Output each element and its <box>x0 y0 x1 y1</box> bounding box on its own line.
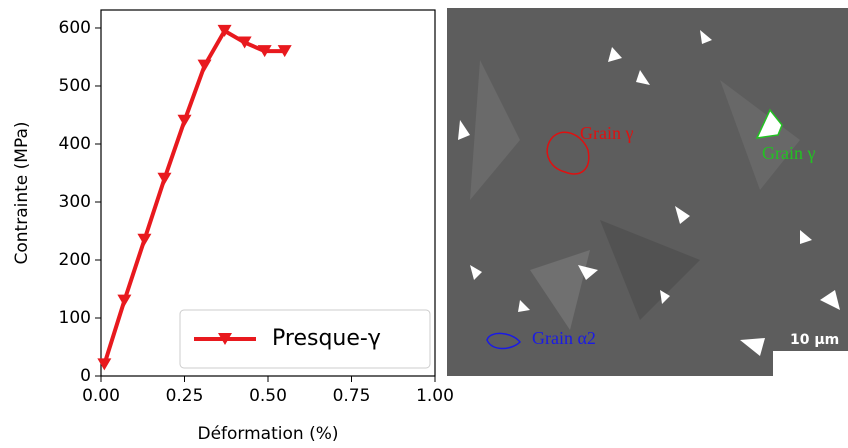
series-line <box>102 28 285 365</box>
plot-frame <box>100 9 436 377</box>
marker <box>257 45 272 58</box>
x-tick-label: 0.25 <box>166 386 204 406</box>
micrograph: Grain γ Grain γ Grain α2 10 μm <box>447 8 848 376</box>
legend-box <box>179 309 431 369</box>
marker <box>197 59 212 72</box>
marker <box>137 233 152 246</box>
y-tick-label: 400 <box>59 134 91 154</box>
legend-marker <box>218 333 232 345</box>
y-axis-label: Contrainte (MPa) <box>12 122 32 265</box>
marker <box>97 358 112 371</box>
marker <box>177 114 192 127</box>
grain-label: Grain α2 <box>532 328 596 348</box>
x-tick-label: 1.00 <box>416 386 454 406</box>
marker <box>117 294 132 307</box>
grain-label: Grain γ <box>580 123 633 143</box>
x-axis-label: Déformation (%) <box>198 424 339 444</box>
x-tick-label: 0.75 <box>333 386 371 406</box>
marker <box>157 172 172 185</box>
marker <box>277 45 292 58</box>
y-tick-label: 0 <box>80 366 91 386</box>
scale-bar-label: 10 μm <box>790 332 839 348</box>
x-tick-label: 0.00 <box>82 386 120 406</box>
x-tick-label: 0.50 <box>249 386 287 406</box>
marker <box>237 36 252 49</box>
y-tick-label: 100 <box>59 308 91 328</box>
legend-label: Presque-γ <box>272 326 381 351</box>
grain-label: Grain γ <box>762 143 815 163</box>
y-tick-label: 500 <box>59 76 91 96</box>
marker <box>217 24 232 37</box>
y-tick-label: 200 <box>59 250 91 270</box>
y-tick-label: 300 <box>59 192 91 212</box>
y-tick-label: 600 <box>59 18 91 38</box>
